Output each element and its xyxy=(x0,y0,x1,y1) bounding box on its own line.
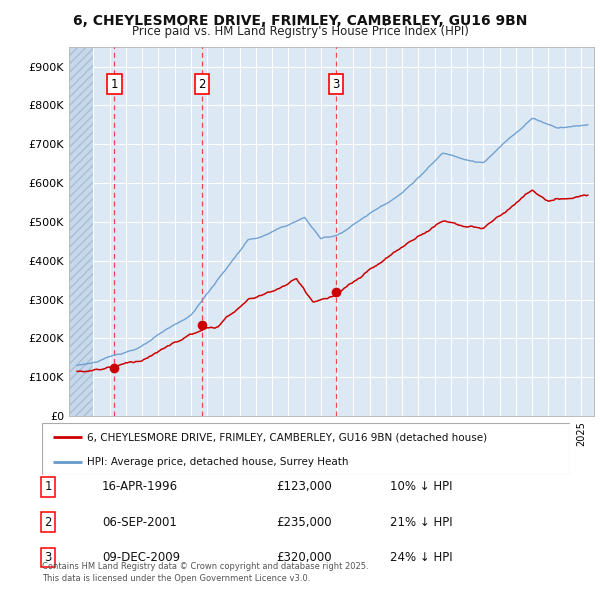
Text: 1: 1 xyxy=(110,77,118,91)
Text: 10% ↓ HPI: 10% ↓ HPI xyxy=(390,480,452,493)
Text: Contains HM Land Registry data © Crown copyright and database right 2025.
This d: Contains HM Land Registry data © Crown c… xyxy=(42,562,368,583)
Bar xyxy=(69,47,94,416)
Text: 24% ↓ HPI: 24% ↓ HPI xyxy=(390,551,452,564)
Text: £123,000: £123,000 xyxy=(276,480,332,493)
Text: 21% ↓ HPI: 21% ↓ HPI xyxy=(390,516,452,529)
Text: 3: 3 xyxy=(44,551,52,564)
Text: £320,000: £320,000 xyxy=(276,551,332,564)
Text: 6, CHEYLESMORE DRIVE, FRIMLEY, CAMBERLEY, GU16 9BN: 6, CHEYLESMORE DRIVE, FRIMLEY, CAMBERLEY… xyxy=(73,14,527,28)
Text: 2: 2 xyxy=(198,77,206,91)
Text: £235,000: £235,000 xyxy=(276,516,332,529)
Text: 16-APR-1996: 16-APR-1996 xyxy=(102,480,178,493)
Text: 09-DEC-2009: 09-DEC-2009 xyxy=(102,551,180,564)
Text: HPI: Average price, detached house, Surrey Heath: HPI: Average price, detached house, Surr… xyxy=(87,457,349,467)
Text: 6, CHEYLESMORE DRIVE, FRIMLEY, CAMBERLEY, GU16 9BN (detached house): 6, CHEYLESMORE DRIVE, FRIMLEY, CAMBERLEY… xyxy=(87,432,487,442)
Text: 1: 1 xyxy=(44,480,52,493)
Text: 3: 3 xyxy=(332,77,340,91)
Text: 2: 2 xyxy=(44,516,52,529)
Text: Price paid vs. HM Land Registry's House Price Index (HPI): Price paid vs. HM Land Registry's House … xyxy=(131,25,469,38)
Text: 06-SEP-2001: 06-SEP-2001 xyxy=(102,516,177,529)
